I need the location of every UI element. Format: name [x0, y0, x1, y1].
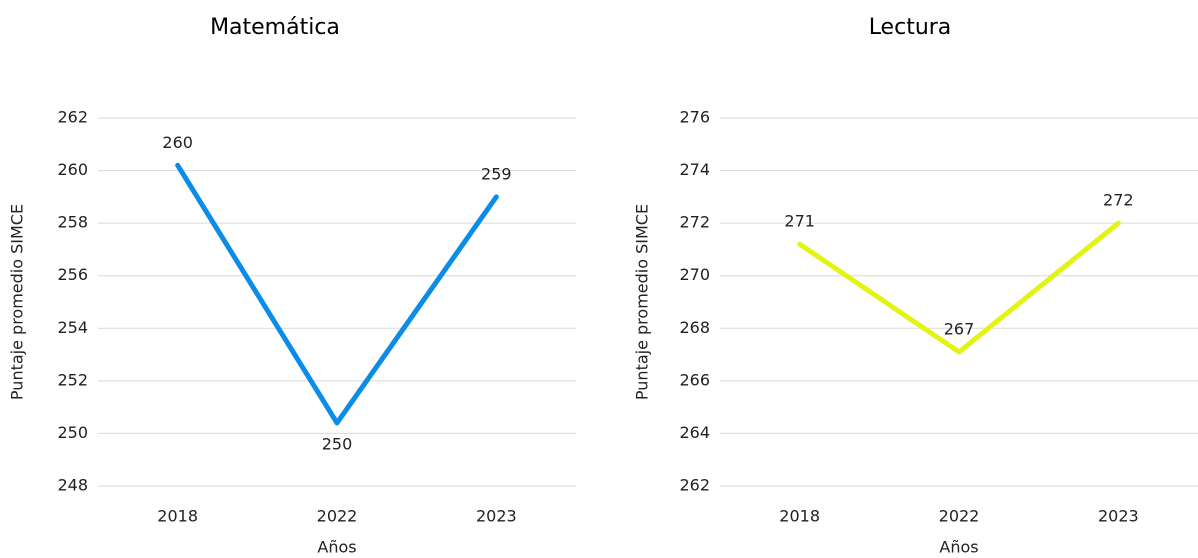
y-tick-label: 268 — [679, 318, 710, 337]
y-tick-label: 248 — [57, 476, 88, 495]
line — [175, 162, 499, 426]
y-tick-label: 256 — [57, 265, 88, 284]
x-tick-label: 2022 — [317, 507, 358, 526]
y-tick-label: 258 — [57, 213, 88, 232]
data-label: 259 — [481, 164, 512, 183]
y-tick-label: 260 — [57, 160, 88, 179]
y-tick-label: 272 — [679, 213, 710, 232]
y-axis-label: Puntaje promedio SIMCE — [8, 204, 27, 400]
chart-title: Matemática — [210, 15, 340, 40]
y-tick-label: 270 — [679, 265, 710, 284]
y-tick-label: 264 — [679, 423, 710, 442]
y-tick-label: 274 — [679, 160, 710, 179]
y-tick-label: 252 — [57, 370, 88, 389]
x-tick-label: 2018 — [157, 507, 198, 526]
y-tick-label: 254 — [57, 318, 88, 337]
x-tick-label: 2022 — [939, 507, 980, 526]
y-tick-label: 250 — [57, 423, 88, 442]
x-axis-label: Años — [317, 538, 356, 557]
data-label: 271 — [784, 212, 815, 231]
data-label: 267 — [944, 319, 975, 338]
x-axis-label: Años — [939, 538, 978, 557]
x-tick-label: 2023 — [1098, 507, 1139, 526]
data-label: 272 — [1103, 191, 1134, 210]
line — [797, 220, 1121, 355]
x-tick-label: 2018 — [779, 507, 820, 526]
y-tick-label: 262 — [679, 476, 710, 495]
y-tick-label: 262 — [57, 108, 88, 127]
y-axis-label: Puntaje promedio SIMCE — [633, 204, 652, 400]
data-label: 260 — [162, 133, 193, 152]
y-tick-label: 266 — [679, 370, 710, 389]
y-tick-label: 276 — [679, 108, 710, 127]
chart-title: Lectura — [869, 15, 952, 40]
data-label: 250 — [322, 434, 353, 453]
x-tick-label: 2023 — [476, 507, 517, 526]
